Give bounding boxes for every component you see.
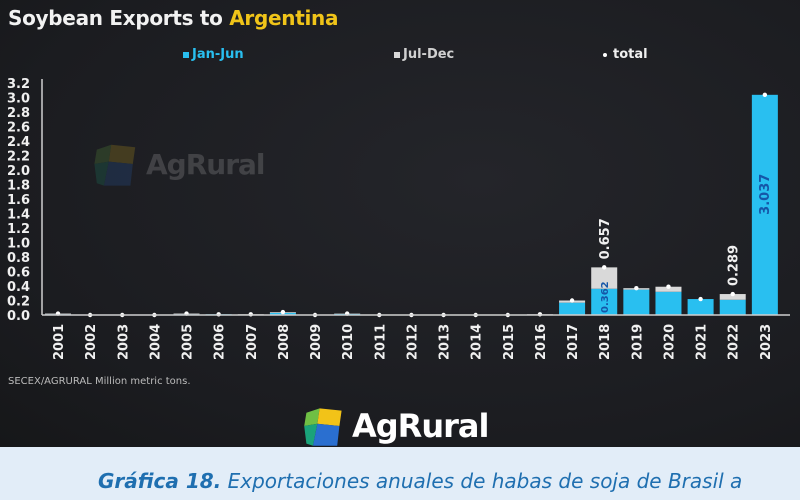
y-tick-label: 0.4 xyxy=(7,280,30,295)
bar-jan-jun xyxy=(719,299,746,315)
x-tick-label: 2010 xyxy=(341,324,356,360)
chart-panel: Soybean Exports to Argentina Jan-Jun Jul… xyxy=(0,0,800,447)
x-tick-label: 2002 xyxy=(84,324,99,360)
watermark-text: AgRural xyxy=(146,147,266,181)
title-highlight: Argentina xyxy=(229,6,339,30)
title-text: Soybean Exports to xyxy=(8,6,230,30)
figure-caption: Gráfica 18. Exportaciones anuales de hab… xyxy=(98,469,742,493)
total-marker xyxy=(634,285,639,291)
y-tick-label: 0.2 xyxy=(7,295,30,310)
legend-label: Jan-Jun xyxy=(192,47,244,62)
x-tick-label: 2008 xyxy=(277,324,292,360)
caption-label: Gráfica 18. xyxy=(98,469,222,493)
legend-label: total xyxy=(613,47,648,62)
x-tick-label: 2023 xyxy=(759,324,774,360)
x-tick-label: 2006 xyxy=(213,324,228,360)
x-tick-label: 2012 xyxy=(405,324,420,360)
segment-data-label: 3.037 xyxy=(758,174,773,215)
x-tick-label: 2007 xyxy=(245,324,260,360)
x-tick-label: 2005 xyxy=(181,324,196,360)
y-tick-label: 2.0 xyxy=(7,164,30,179)
x-tick-label: 2022 xyxy=(727,324,742,360)
bar-jan-jun xyxy=(751,94,778,315)
bar-jan-jun xyxy=(687,299,714,315)
legend-label: Jul-Dec xyxy=(403,47,455,62)
legend-jan-jun: Jan-Jun xyxy=(183,47,244,62)
y-tick-label: 2.2 xyxy=(7,150,30,165)
bar-jan-jun xyxy=(559,302,586,315)
y-tick-label: 3.0 xyxy=(7,92,30,107)
x-tick-label: 2018 xyxy=(598,324,613,360)
x-tick-label: 2009 xyxy=(309,324,324,360)
y-tick-label: 1.8 xyxy=(7,179,30,194)
bar-jan-jun xyxy=(591,288,618,315)
y-tick-label: 1.2 xyxy=(7,222,30,237)
legend-jul-dec: Jul-Dec xyxy=(394,47,454,62)
caption-text: Exportaciones anuales de habas de soja d… xyxy=(221,469,743,493)
x-tick-label: 2016 xyxy=(534,324,549,360)
y-tick-label: 0.0 xyxy=(7,309,30,324)
total-marker xyxy=(569,298,575,303)
y-tick-label: 3.2 xyxy=(7,77,30,92)
chart-title: Soybean Exports to Argentina xyxy=(8,6,338,30)
y-tick-label: 0.6 xyxy=(7,266,30,281)
y-tick-label: 1.6 xyxy=(7,193,30,208)
legend-total: total xyxy=(603,47,648,62)
y-tick-label: 2.4 xyxy=(7,135,30,150)
bar-jan-jun xyxy=(655,291,682,315)
total-marker xyxy=(762,92,768,98)
x-tick-label: 2011 xyxy=(373,324,388,360)
y-tick-label: 2.6 xyxy=(7,121,30,136)
source-note: SECEX/AGRURAL Million metric tons. xyxy=(8,376,191,387)
caption-bar: Gráfica 18. Exportaciones anuales de hab… xyxy=(0,447,800,500)
x-tick-label: 2013 xyxy=(438,324,453,360)
legend-dot xyxy=(603,52,607,57)
y-tick-label: 1.0 xyxy=(7,237,30,252)
bar-jul-dec xyxy=(719,294,746,300)
total-marker xyxy=(602,265,607,270)
legend-swatch xyxy=(394,51,400,58)
legend-swatch xyxy=(183,51,189,58)
x-tick-label: 2001 xyxy=(52,324,67,360)
bar-jul-dec xyxy=(655,286,682,292)
logo-text: AgRural xyxy=(352,407,489,445)
bar-jan-jun xyxy=(623,289,650,315)
x-tick-label: 2019 xyxy=(630,324,645,360)
total-marker xyxy=(698,296,703,302)
watermark-logo: AgRural xyxy=(92,140,266,188)
y-tick-label: 0.8 xyxy=(7,251,30,266)
total-marker xyxy=(280,309,286,315)
x-tick-label: 2003 xyxy=(116,324,131,360)
segment-data-label: 0.362 xyxy=(600,281,611,313)
x-tick-label: 2004 xyxy=(148,324,163,360)
x-tick-label: 2021 xyxy=(695,324,710,360)
total-marker xyxy=(666,284,671,289)
total-data-label: 0.289 xyxy=(727,245,742,286)
x-tick-label: 2017 xyxy=(566,324,581,360)
total-marker xyxy=(730,291,735,297)
y-tick-label: 1.4 xyxy=(7,208,30,223)
x-tick-label: 2020 xyxy=(662,324,677,360)
agrural-logo: AgRural xyxy=(302,404,489,448)
total-data-label: 0.657 xyxy=(598,218,613,259)
plot-area: 0.00.20.40.60.81.01.21.41.61.82.02.22.42… xyxy=(7,77,790,360)
x-tick-label: 2015 xyxy=(502,324,517,360)
x-tick-label: 2014 xyxy=(470,324,485,360)
bar-jul-dec xyxy=(591,267,618,289)
y-tick-label: 2.8 xyxy=(7,106,30,121)
